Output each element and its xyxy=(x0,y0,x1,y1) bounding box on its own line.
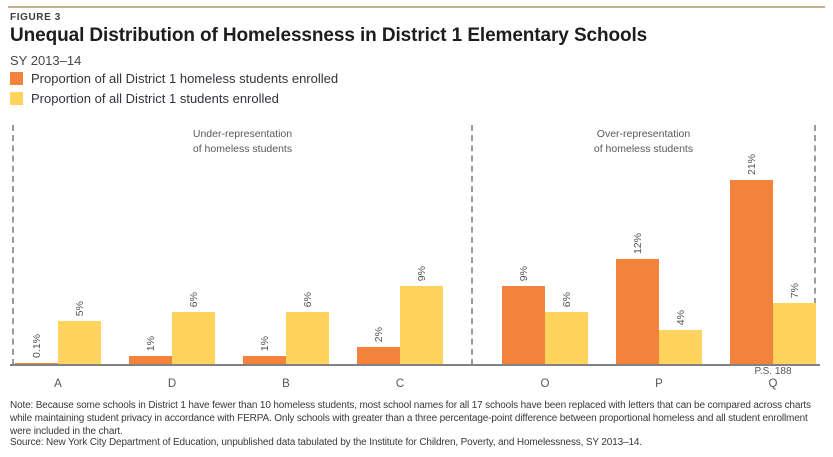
bar-value-label: 4% xyxy=(674,309,687,325)
bar-groups-under: 0.1% 5% A 1% 6% D 1% 6% B 2% 9% C xyxy=(14,125,471,390)
school-name: O xyxy=(540,378,550,390)
section-label-line: Under-representation xyxy=(192,128,293,140)
section-label-line: of homeless students xyxy=(192,142,293,155)
bar-value-label: 21% xyxy=(745,154,758,176)
school-name: A xyxy=(54,378,62,390)
subtitle-school-year: SY 2013–14 xyxy=(10,53,82,68)
bar-value-label: 2% xyxy=(372,327,385,343)
school-name: C xyxy=(395,378,405,390)
bar-value-label: 6% xyxy=(301,292,314,308)
school-axis-label: P.S. 188 Q xyxy=(730,366,816,390)
legend-item-homeless: Proportion of all District 1 homeless st… xyxy=(10,70,339,86)
school-axis-label: D xyxy=(129,378,215,390)
bar-chart: Under-representation of homeless student… xyxy=(10,125,820,390)
school-name: P xyxy=(655,378,663,390)
page-title: Unequal Distribution of Homelessness in … xyxy=(10,25,648,46)
enrolled-bar-school-D: 6% xyxy=(172,292,215,365)
bar-value-label: 5% xyxy=(73,300,86,316)
school-axis-label: C xyxy=(357,378,443,390)
school-name: Q xyxy=(768,378,778,390)
section-over-representation: Over-representation of homeless students… xyxy=(471,125,816,390)
homeless-bar-school-D: 1% xyxy=(129,336,172,365)
homeless-bar-school-Q: 21% xyxy=(730,154,773,365)
bar-value-label: 9% xyxy=(415,265,428,281)
section-label-under: Under-representation of homeless student… xyxy=(14,127,471,156)
school-group-C: 2% 9% C xyxy=(357,125,443,390)
figure-label: FIGURE 3 xyxy=(10,12,61,23)
school-sublabel: P.S. 188 xyxy=(754,366,792,377)
bar-groups-over: 9% 6% O 12% 4% P 21% 7% P.S. 188 Q xyxy=(473,125,816,390)
bar-value-label: 1% xyxy=(258,336,271,352)
school-group-B: 1% 6% B xyxy=(243,125,329,390)
legend-swatch-orange xyxy=(10,71,23,85)
school-group-Q: 21% 7% P.S. 188 Q xyxy=(730,125,816,390)
enrolled-bar-school-Q: 7% xyxy=(773,283,816,365)
bar-value-label: 6% xyxy=(187,292,200,308)
top-rule xyxy=(8,6,825,8)
enrolled-bar-school-A: 5% xyxy=(58,301,101,365)
homeless-bar-school-C: 2% xyxy=(357,327,400,365)
bar-value-label: 1% xyxy=(144,336,157,352)
bar-value-label: 6% xyxy=(560,292,573,308)
bar-value-label: 0.1% xyxy=(30,334,43,358)
bar-value-label: 12% xyxy=(631,233,644,255)
enrolled-bar-school-O: 6% xyxy=(545,292,588,365)
bar-value-label: 7% xyxy=(788,283,801,299)
section-under-representation: Under-representation of homeless student… xyxy=(12,125,471,390)
section-label-line: of homeless students xyxy=(593,142,694,155)
enrolled-bar-school-P: 4% xyxy=(659,310,702,365)
section-label-line: Over-representation xyxy=(596,128,691,140)
school-axis-label: B xyxy=(243,378,329,390)
school-group-O: 9% 6% O xyxy=(502,125,588,390)
school-group-P: 12% 4% P xyxy=(616,125,702,390)
legend-label-homeless: Proportion of all District 1 homeless st… xyxy=(31,70,339,86)
legend-swatch-yellow xyxy=(10,91,23,105)
legend: Proportion of all District 1 homeless st… xyxy=(10,70,339,106)
legend-item-enrolled: Proportion of all District 1 students en… xyxy=(10,90,338,106)
school-axis-label: O xyxy=(502,378,588,390)
school-axis-label: P xyxy=(616,378,702,390)
homeless-bar-school-P: 12% xyxy=(616,233,659,365)
school-name: B xyxy=(282,378,290,390)
section-label-over: Over-representation of homeless students xyxy=(473,127,814,156)
enrolled-bar-school-B: 6% xyxy=(286,292,329,365)
school-group-D: 1% 6% D xyxy=(129,125,215,390)
enrolled-bar-school-C: 9% xyxy=(400,266,443,365)
legend-label-enrolled: Proportion of all District 1 students en… xyxy=(31,90,279,106)
bar-value-label: 9% xyxy=(517,265,530,281)
school-group-A: 0.1% 5% A xyxy=(15,125,101,390)
source-text: Source: New York City Department of Educ… xyxy=(10,437,642,448)
homeless-bar-school-B: 1% xyxy=(243,336,286,365)
homeless-bar-school-O: 9% xyxy=(502,266,545,365)
note-text: Note: Because some schools in District 1… xyxy=(10,400,811,437)
school-axis-label: A xyxy=(15,378,101,390)
x-axis-line xyxy=(10,364,820,366)
school-name: D xyxy=(167,378,177,390)
